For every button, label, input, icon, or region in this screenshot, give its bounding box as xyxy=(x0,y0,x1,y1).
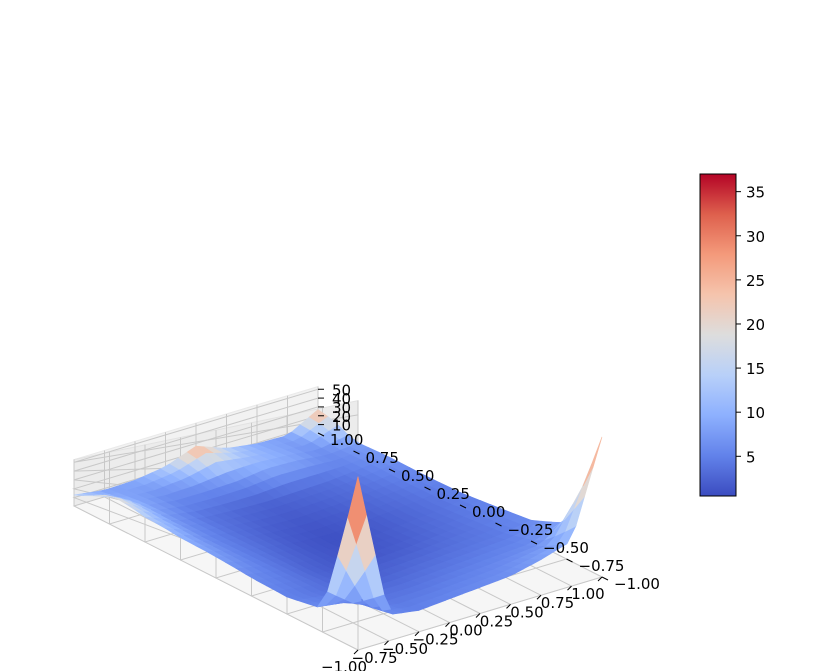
y-tick-label: −0.75 xyxy=(579,557,625,575)
x-tick-mark xyxy=(567,585,572,591)
colorbar-tick-label: 25 xyxy=(746,272,765,290)
x-tick-mark xyxy=(384,640,389,646)
colorbar-tick-label: 20 xyxy=(746,316,765,334)
x-tick-label: 1.00 xyxy=(571,585,604,603)
z-tick-label: 30 xyxy=(332,399,351,417)
z-tick-label: 40 xyxy=(332,390,351,408)
y-tick-mark xyxy=(317,432,325,437)
x-tick-label: −0.75 xyxy=(352,649,398,667)
z-tick-label: 50 xyxy=(332,381,351,399)
y-tick-mark xyxy=(601,576,609,581)
colorbar-tick-label: 10 xyxy=(746,404,765,422)
y-tick-label: −0.50 xyxy=(543,539,589,557)
x-tick-mark xyxy=(597,576,603,582)
y-tick-mark xyxy=(424,486,431,491)
y-tick-label: 0.50 xyxy=(401,467,434,485)
colorbar-tick-label: 5 xyxy=(746,448,756,466)
y-tick-label: 0.75 xyxy=(366,449,399,467)
x-tick-mark xyxy=(536,594,542,600)
x-tick-mark xyxy=(475,613,481,618)
y-tick-mark xyxy=(388,468,396,473)
colorbar: 5 10 15 20 25 30 35 xyxy=(699,173,765,497)
y-tick-mark xyxy=(530,540,538,545)
z-gridline xyxy=(73,388,359,463)
axis-ticks: −1.00−0.75−0.50−0.250.000.250.500.751.00… xyxy=(317,381,660,671)
x-tick-label: 0.50 xyxy=(510,603,543,621)
colorbar-tick-label: 35 xyxy=(746,184,765,202)
x-tick-label: 0.75 xyxy=(541,594,574,612)
colorbar-gradient xyxy=(699,173,737,497)
y-tick-label: 0.00 xyxy=(472,503,505,521)
x-tick-mark xyxy=(445,622,450,627)
x-tick-label: 0.25 xyxy=(480,612,513,630)
surface-patch xyxy=(574,466,594,509)
y-tick-label: −0.25 xyxy=(508,521,554,539)
x-tick-mark xyxy=(414,631,420,637)
x-tick-mark xyxy=(506,604,511,609)
z-tick-label: 20 xyxy=(332,408,351,426)
x-tick-mark xyxy=(353,649,359,655)
y-tick-mark xyxy=(353,450,360,455)
y-tick-mark xyxy=(459,504,467,509)
x-tick-label: −0.25 xyxy=(413,631,459,649)
x-tick-label: 0.00 xyxy=(449,622,482,640)
z-tick-label: 10 xyxy=(332,417,351,435)
colorbar-tick-label: 30 xyxy=(746,228,765,246)
colorbar-tick-label: 15 xyxy=(746,360,765,378)
surface-patch xyxy=(582,436,603,487)
y-tick-label: 1.00 xyxy=(330,431,363,449)
y-tick-label: −1.00 xyxy=(614,575,660,593)
y-tick-mark xyxy=(495,522,502,527)
y-tick-mark xyxy=(566,558,573,563)
x-tick-label: −0.50 xyxy=(382,640,428,658)
x-tick-label: −1.00 xyxy=(321,658,367,671)
y-tick-label: 0.25 xyxy=(437,485,470,503)
surface-mesh xyxy=(73,409,603,615)
